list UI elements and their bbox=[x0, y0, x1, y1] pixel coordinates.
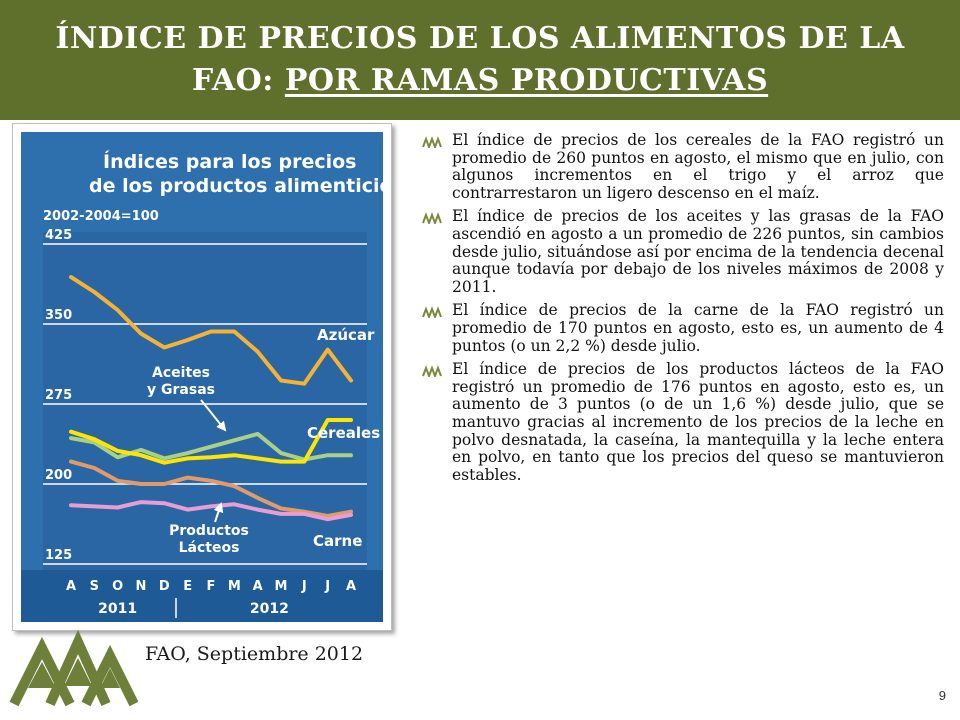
y-tick-label: 425 bbox=[45, 228, 72, 243]
x-tick-label: J bbox=[324, 579, 330, 594]
y-tick-label: 275 bbox=[45, 388, 72, 403]
bullet-item: El índice de precios de los aceites y la… bbox=[420, 208, 944, 296]
series-line-carne bbox=[69, 459, 353, 518]
chart-base-label: 2002-2004=100 bbox=[43, 209, 159, 224]
y-tick-label: 125 bbox=[45, 548, 72, 563]
x-tick-label: J bbox=[301, 579, 307, 594]
bullet-item: El índice de precios de los productos lá… bbox=[420, 360, 944, 484]
chart-title-line2: de los productos alimenticios bbox=[89, 175, 383, 197]
label-cereales: Cereales bbox=[307, 424, 380, 442]
x-tick-label: A bbox=[346, 579, 356, 594]
x-tick-label: A bbox=[66, 579, 76, 594]
chart-source-caption: FAO, Septiembre 2012 bbox=[145, 643, 364, 665]
lacteos-arrow bbox=[213, 502, 224, 523]
label-azucar: Azúcar bbox=[317, 326, 375, 344]
label-carne: Carne bbox=[313, 532, 362, 550]
chart-panel: Índices para los precios de los producto… bbox=[21, 132, 383, 622]
label-lacteos-line1: Productos bbox=[169, 523, 249, 539]
slide-title-line2: FAO: POR RAMAS PRODUCTIVAS bbox=[192, 60, 768, 102]
slide-header: ÍNDICE DE PRECIOS DE LOS ALIMENTOS DE LA… bbox=[0, 0, 960, 120]
year-label: 2011 bbox=[98, 601, 137, 617]
chart-title-line1: Índices para los precios bbox=[103, 150, 357, 173]
y-tick-label: 350 bbox=[45, 308, 72, 323]
bullet-item: El índice de precios de los cereales de … bbox=[420, 131, 944, 202]
x-tick-label: M bbox=[275, 579, 288, 594]
year-label: 2012 bbox=[250, 601, 289, 617]
zigzag-bullet-icon bbox=[422, 365, 442, 378]
label-aceites-line2: y Grasas bbox=[147, 382, 215, 398]
series-labels: Azúcar Aceites y Grasas Cereales Product… bbox=[147, 326, 380, 556]
bullet-text: El índice de precios de los cereales de … bbox=[452, 131, 944, 202]
x-tick-label: E bbox=[183, 579, 192, 594]
chart-frame: Índices para los precios de los producto… bbox=[12, 123, 392, 631]
x-tick-label: F bbox=[207, 579, 216, 594]
food-price-chart: Índices para los precios de los producto… bbox=[21, 150, 383, 622]
label-lacteos-line2: Lácteos bbox=[179, 540, 240, 556]
plot-area bbox=[43, 232, 367, 570]
bullet-text: El índice de precios de los productos lá… bbox=[452, 360, 944, 484]
page-number: 9 bbox=[938, 688, 946, 703]
bullet-text: El índice de precios de los aceites y la… bbox=[452, 207, 944, 296]
year-labels: 2011 2012 bbox=[98, 598, 289, 618]
slide-title-line1: ÍNDICE DE PRECIOS DE LOS ALIMENTOS DE LA bbox=[55, 21, 905, 56]
slide-title-underlined: POR RAMAS PRODUCTIVAS bbox=[284, 63, 769, 98]
y-tick-labels: 125 200 275 350 425 bbox=[45, 228, 72, 563]
x-tick-label: S bbox=[90, 579, 99, 594]
x-tick-label: A bbox=[253, 579, 263, 594]
bullet-text: El índice de precios de la carne de la F… bbox=[452, 301, 944, 355]
aceites-arrow bbox=[200, 399, 227, 432]
y-tick-label: 200 bbox=[45, 468, 72, 483]
slide-title-prefix: FAO: bbox=[191, 63, 285, 98]
series-line-cereales bbox=[69, 418, 353, 465]
zigzag-bullet-icon bbox=[422, 306, 442, 319]
series-line-az-car bbox=[69, 275, 353, 386]
label-aceites-line1: Aceites bbox=[152, 365, 210, 381]
x-axis-band bbox=[21, 570, 383, 622]
mountains-logo-icon bbox=[9, 630, 138, 707]
x-tick-label: M bbox=[228, 579, 241, 594]
bullet-list: El índice de precios de los cereales de … bbox=[420, 131, 944, 490]
bullet-item: El índice de precios de la carne de la F… bbox=[420, 302, 944, 355]
zigzag-bullet-icon bbox=[422, 212, 442, 225]
zigzag-bullet-icon bbox=[422, 136, 442, 148]
x-tick-label: N bbox=[136, 579, 147, 594]
x-tick-label: O bbox=[112, 579, 123, 594]
chart-series bbox=[69, 275, 353, 522]
x-tick-label: D bbox=[159, 579, 170, 594]
series-line-productos-l-cteos bbox=[69, 500, 353, 522]
